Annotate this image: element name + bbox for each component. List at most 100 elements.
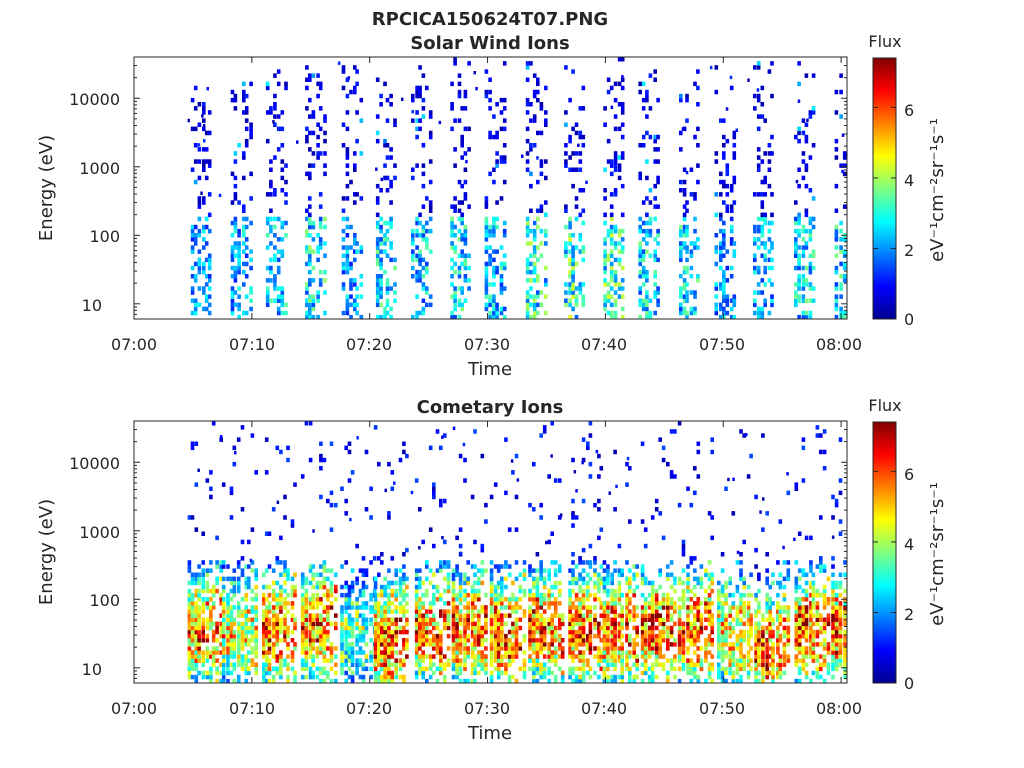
flux-cell — [613, 224, 618, 230]
flux-cell — [355, 241, 359, 246]
flux-cell — [361, 633, 366, 639]
flux-cell — [578, 130, 583, 136]
flux-cell — [347, 597, 352, 602]
flux-cell — [221, 588, 226, 594]
flux-cell — [415, 228, 419, 234]
flux-cell — [536, 224, 540, 230]
flux-cell — [323, 138, 327, 144]
flux-cell — [329, 502, 334, 508]
flux-cell — [470, 584, 475, 590]
flux-cell — [477, 642, 481, 647]
flux-cell — [322, 584, 327, 590]
flux-cell — [493, 597, 498, 602]
flux-cell — [267, 592, 272, 598]
flux-cell — [581, 257, 586, 263]
flux-cell — [581, 208, 586, 213]
flux-cell — [230, 220, 235, 226]
flux-cell — [262, 613, 266, 618]
flux-cell — [350, 650, 355, 655]
flux-cell — [681, 633, 686, 639]
flux-cell — [801, 118, 806, 123]
flux-cell — [207, 192, 212, 197]
flux-cell — [756, 314, 761, 320]
flux-cell — [532, 461, 536, 467]
flux-cell — [550, 670, 554, 676]
flux-cell — [373, 580, 378, 586]
flux-cell — [215, 629, 219, 635]
flux-cell — [588, 633, 593, 639]
flux-cell — [390, 588, 395, 594]
flux-cell — [197, 572, 201, 577]
flux-cell — [640, 642, 645, 647]
flux-cell — [500, 584, 504, 590]
flux-cell — [578, 159, 583, 164]
flux-cell — [606, 613, 610, 618]
flux-cell — [197, 122, 202, 127]
flux-cell — [578, 621, 582, 627]
flux-cell — [606, 666, 610, 672]
flux-cell — [394, 625, 398, 631]
flux-cell — [539, 605, 543, 610]
flux-cell — [242, 216, 246, 222]
flux-cell — [221, 654, 226, 659]
flux-cell — [190, 658, 195, 663]
flux-cell — [722, 200, 726, 205]
flux-cell — [323, 278, 327, 283]
flux-cell — [194, 601, 199, 606]
flux-cell — [529, 241, 533, 246]
flux-cell — [628, 597, 632, 602]
flux-cell — [193, 126, 198, 132]
flux-cell — [653, 216, 657, 222]
flux-cell — [273, 245, 277, 250]
flux-cell — [311, 592, 315, 598]
flux-cell — [719, 241, 723, 246]
flux-cell — [425, 220, 429, 226]
flux-cell — [244, 93, 249, 99]
flux-cell — [380, 588, 384, 594]
flux-cell — [834, 233, 839, 238]
flux-cell — [353, 89, 357, 95]
flux-cell — [654, 625, 659, 631]
flux-cell — [539, 597, 543, 602]
flux-cell — [489, 617, 494, 622]
flux-cell — [345, 302, 350, 308]
flux-cell — [323, 216, 327, 222]
flux-cell — [689, 662, 694, 667]
flux-cell — [361, 588, 366, 594]
flux-cell — [432, 601, 436, 606]
flux-cell — [722, 274, 726, 279]
flux-cell — [625, 482, 629, 487]
flux-cell — [753, 298, 757, 303]
flux-cell — [610, 597, 614, 602]
flux-cell — [717, 609, 721, 614]
flux-cell — [693, 642, 697, 647]
flux-cell — [450, 294, 454, 299]
flux-cell — [385, 228, 390, 234]
flux-cell — [620, 106, 625, 111]
flux-cell — [347, 633, 352, 639]
flux-cell — [571, 249, 575, 254]
flux-cell — [477, 625, 481, 631]
flux-cell — [677, 629, 682, 635]
flux-cell — [720, 621, 725, 627]
flux-cell — [689, 310, 694, 316]
flux-cell — [226, 621, 230, 627]
flux-cell — [463, 666, 467, 672]
flux-cell — [542, 625, 547, 631]
flux-cell — [264, 531, 269, 536]
flux-cell — [617, 629, 622, 635]
flux-cell — [499, 306, 504, 312]
flux-cell — [190, 662, 195, 667]
flux-cell — [686, 617, 690, 622]
flux-cell — [473, 564, 477, 569]
flux-cell — [405, 642, 409, 647]
flux-cell — [603, 298, 607, 303]
flux-cell — [230, 286, 235, 291]
flux-cell — [635, 605, 639, 610]
flux-cell — [209, 674, 213, 680]
flux-cell — [609, 261, 614, 267]
flux-cell — [553, 658, 558, 663]
flux-cell — [202, 196, 206, 201]
flux-cell — [647, 613, 652, 618]
flux-cell — [418, 269, 422, 275]
